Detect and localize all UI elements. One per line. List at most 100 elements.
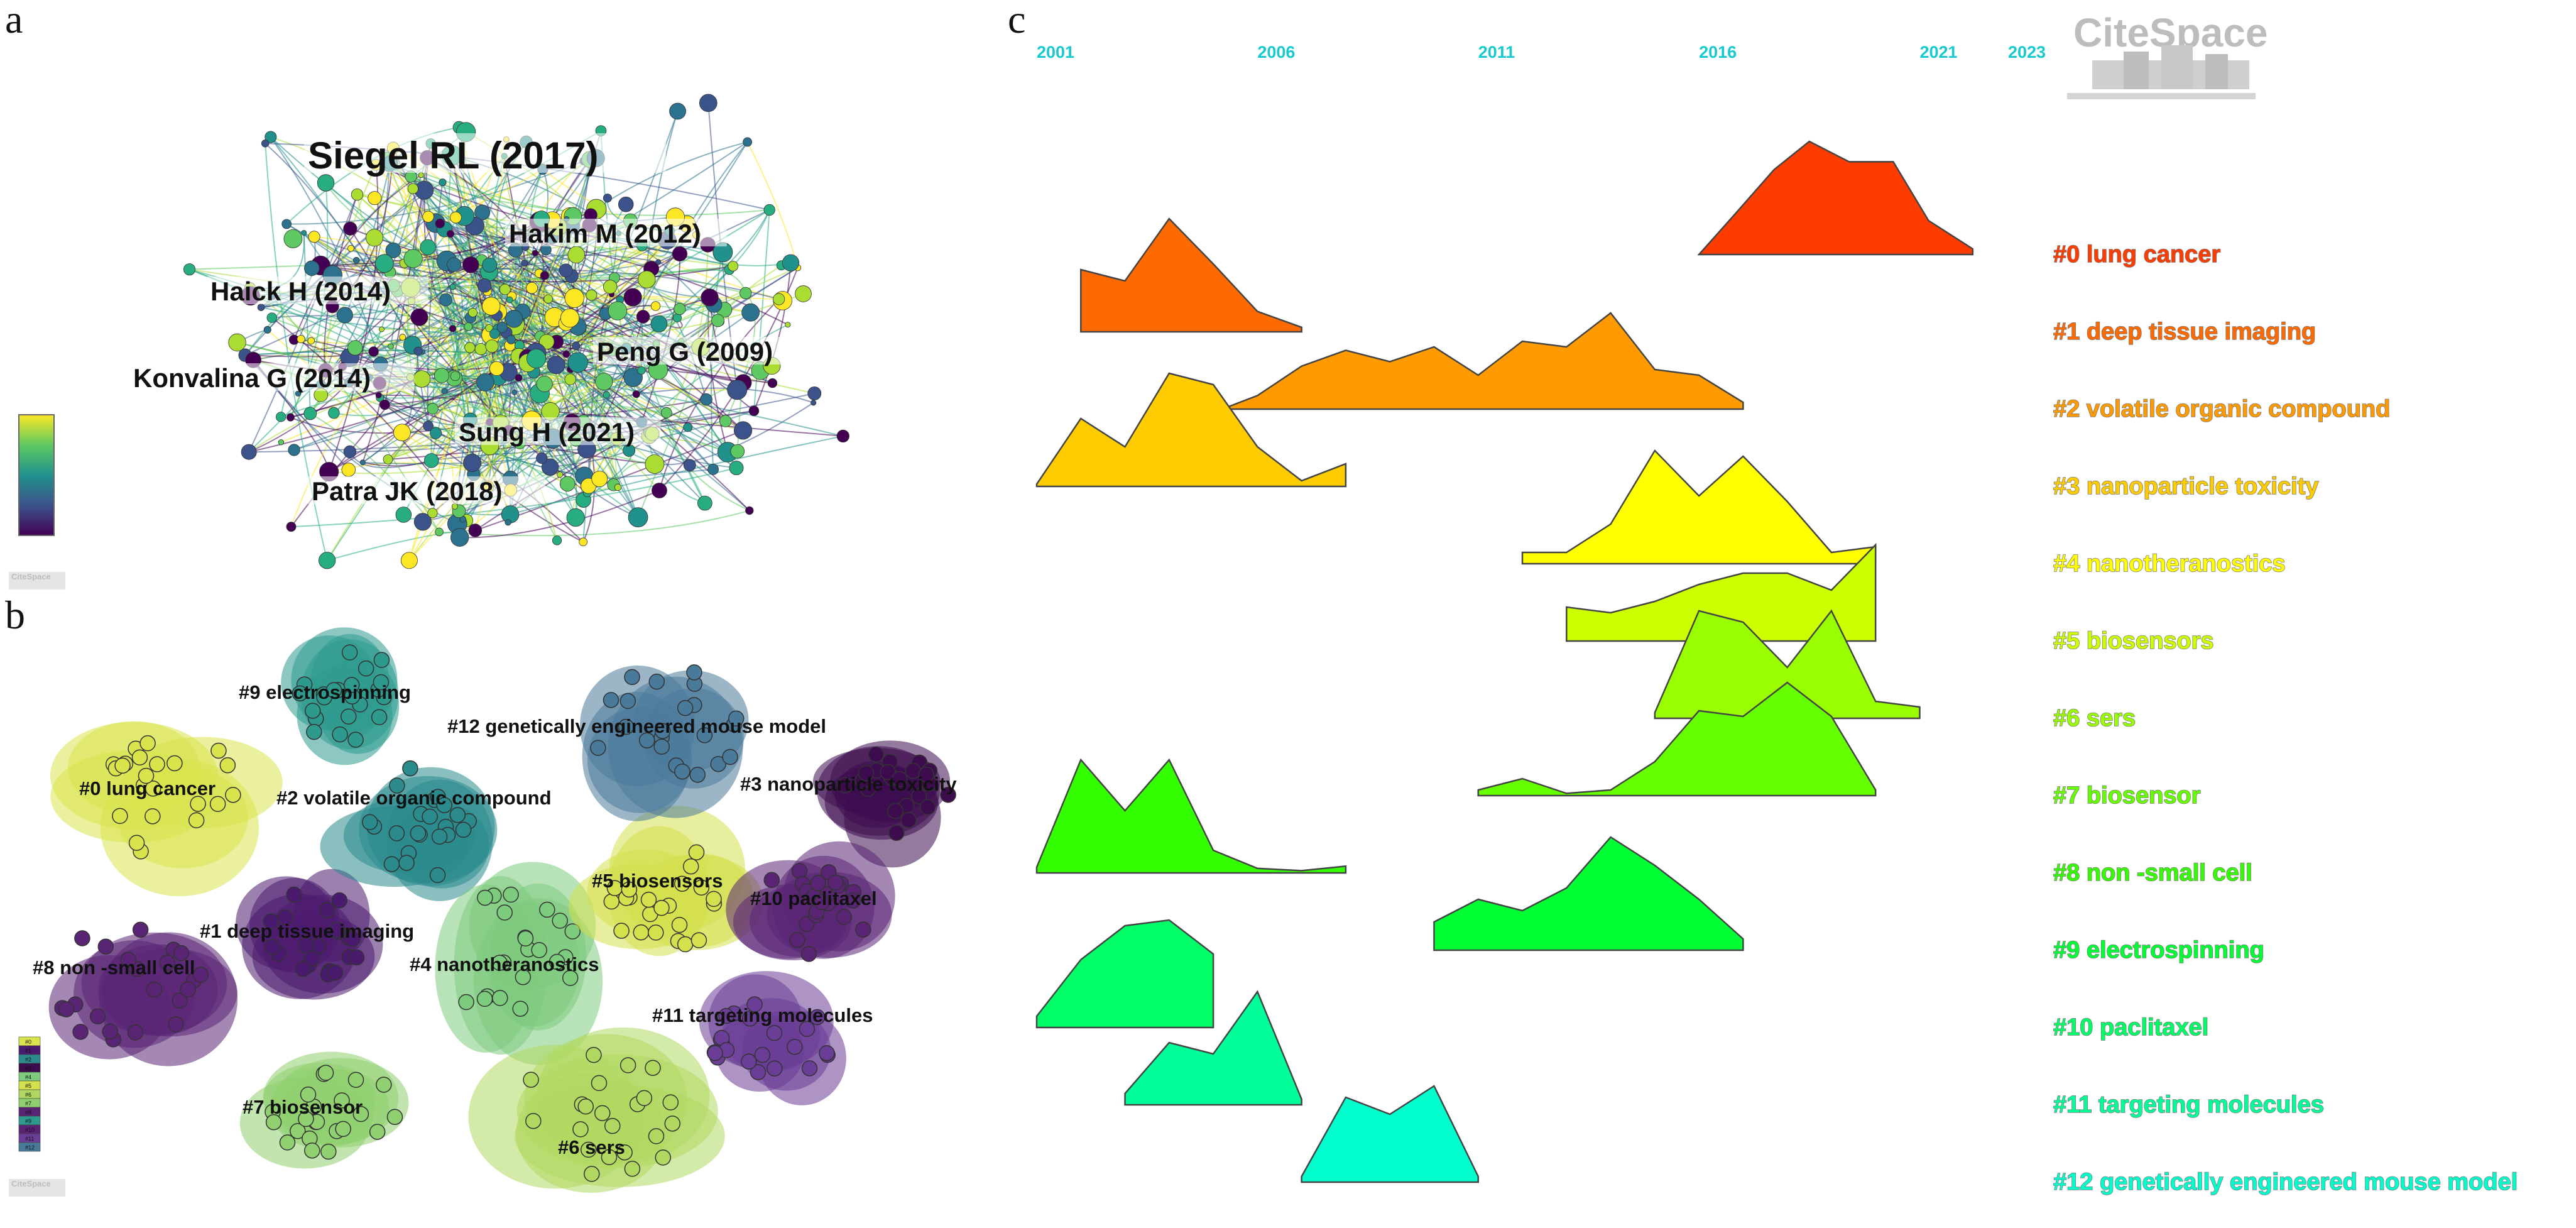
cluster-node [662, 1094, 679, 1110]
network-label: Sung H (2021) [459, 417, 635, 447]
cluster-node [845, 892, 861, 909]
cluster-node [102, 1023, 118, 1039]
network-node [727, 380, 748, 400]
network-node [700, 393, 712, 406]
cluster-node [653, 899, 670, 916]
cluster-node [638, 732, 655, 748]
timeline-cluster-label: #11 targeting molecules [2053, 1092, 2324, 1118]
cluster-node [801, 1060, 818, 1077]
network-node [540, 271, 549, 280]
cluster-node [525, 1112, 542, 1129]
network-node [506, 335, 516, 344]
cluster-node [128, 835, 145, 851]
cluster-node [619, 693, 636, 710]
cluster-node [648, 673, 665, 690]
cluster-label: #12 genetically engineered mouse model [447, 715, 826, 737]
cluster-node [180, 981, 196, 998]
network-edge [556, 253, 680, 343]
cluster-node [159, 954, 176, 971]
cluster-node [279, 1134, 296, 1151]
cluster-node [373, 674, 390, 691]
cluster-4 [435, 862, 603, 1065]
network-node [423, 453, 439, 468]
cluster-node [677, 699, 694, 716]
timeline-area [1124, 990, 1302, 1106]
cluster-node [572, 1121, 589, 1138]
network-node [317, 174, 335, 192]
network-node [683, 422, 693, 432]
cluster-node [455, 821, 472, 838]
svg-text:CiteSpace: CiteSpace [11, 1179, 51, 1188]
network-edge [613, 278, 706, 504]
cluster-node [145, 808, 161, 825]
cluster-label: #7 biosensor [243, 1096, 363, 1118]
network-node [564, 288, 584, 308]
network-node [674, 303, 686, 315]
network-node [286, 413, 295, 422]
network-node [623, 368, 643, 387]
timeline-area [1697, 140, 1974, 256]
network-node [636, 310, 650, 324]
cluster-node [172, 992, 188, 1009]
cluster-label: #6 sers [558, 1136, 625, 1158]
network-edge [291, 467, 737, 528]
network-node [489, 328, 500, 339]
cluster-6 [468, 1027, 725, 1193]
network-node [303, 407, 317, 420]
cluster-node [436, 797, 452, 813]
cluster-node [648, 1128, 665, 1144]
network-node [468, 524, 483, 537]
cluster-node [686, 664, 702, 681]
cluster-node [304, 1142, 320, 1159]
network-node [632, 390, 640, 398]
network-node [359, 459, 366, 466]
network-node [464, 322, 473, 331]
cluster-node [577, 1098, 594, 1115]
network-label: Patra JK (2018) [312, 476, 503, 506]
cluster-node [696, 727, 713, 743]
timeline-cluster-label: #2 volatile organic compound [2053, 396, 2390, 422]
panel-a-letter: a [5, 0, 23, 41]
cluster-node [449, 807, 466, 823]
cluster-node [344, 931, 361, 947]
network-node [368, 191, 382, 206]
network-node [559, 263, 573, 278]
legend-entry: #1 [25, 1048, 31, 1054]
network-node [728, 261, 739, 271]
network-node [650, 301, 661, 311]
network-node [393, 424, 411, 442]
network-node [645, 454, 665, 474]
cluster-node [900, 812, 917, 828]
cluster-node [166, 755, 183, 772]
network-edge [410, 176, 605, 382]
network-node [515, 374, 523, 382]
network-node [579, 537, 588, 547]
network-node [557, 471, 564, 478]
network-node [403, 249, 423, 268]
legend-entry: #6 [25, 1092, 31, 1098]
network-edge [641, 245, 791, 266]
network-node [476, 373, 494, 392]
network-edge [310, 413, 440, 533]
cluster-node [320, 1143, 337, 1160]
network-labels: Siegel RL (2017) Hakim M (2012) Haick H (2… [129, 133, 799, 506]
cluster-node [654, 723, 671, 739]
cluster-node [188, 812, 205, 829]
network-node [567, 352, 588, 373]
legend-entry: #4 [25, 1074, 31, 1080]
cluster-node [604, 1117, 621, 1134]
legend-entry: #3 [25, 1065, 31, 1072]
network-node [347, 340, 363, 356]
network-node [496, 321, 508, 333]
citespace-logo-small-a: CiteSpace [9, 572, 65, 589]
cluster-10 [726, 841, 895, 962]
cluster-node [584, 1166, 600, 1182]
cluster-node [515, 969, 532, 985]
network-edge [410, 262, 525, 378]
cluster-node [580, 1141, 597, 1158]
timeline-cluster-label: #10 paclitaxel [2053, 1014, 2208, 1041]
network-node [672, 246, 688, 261]
cluster-node [722, 748, 738, 765]
network-node [388, 343, 394, 349]
